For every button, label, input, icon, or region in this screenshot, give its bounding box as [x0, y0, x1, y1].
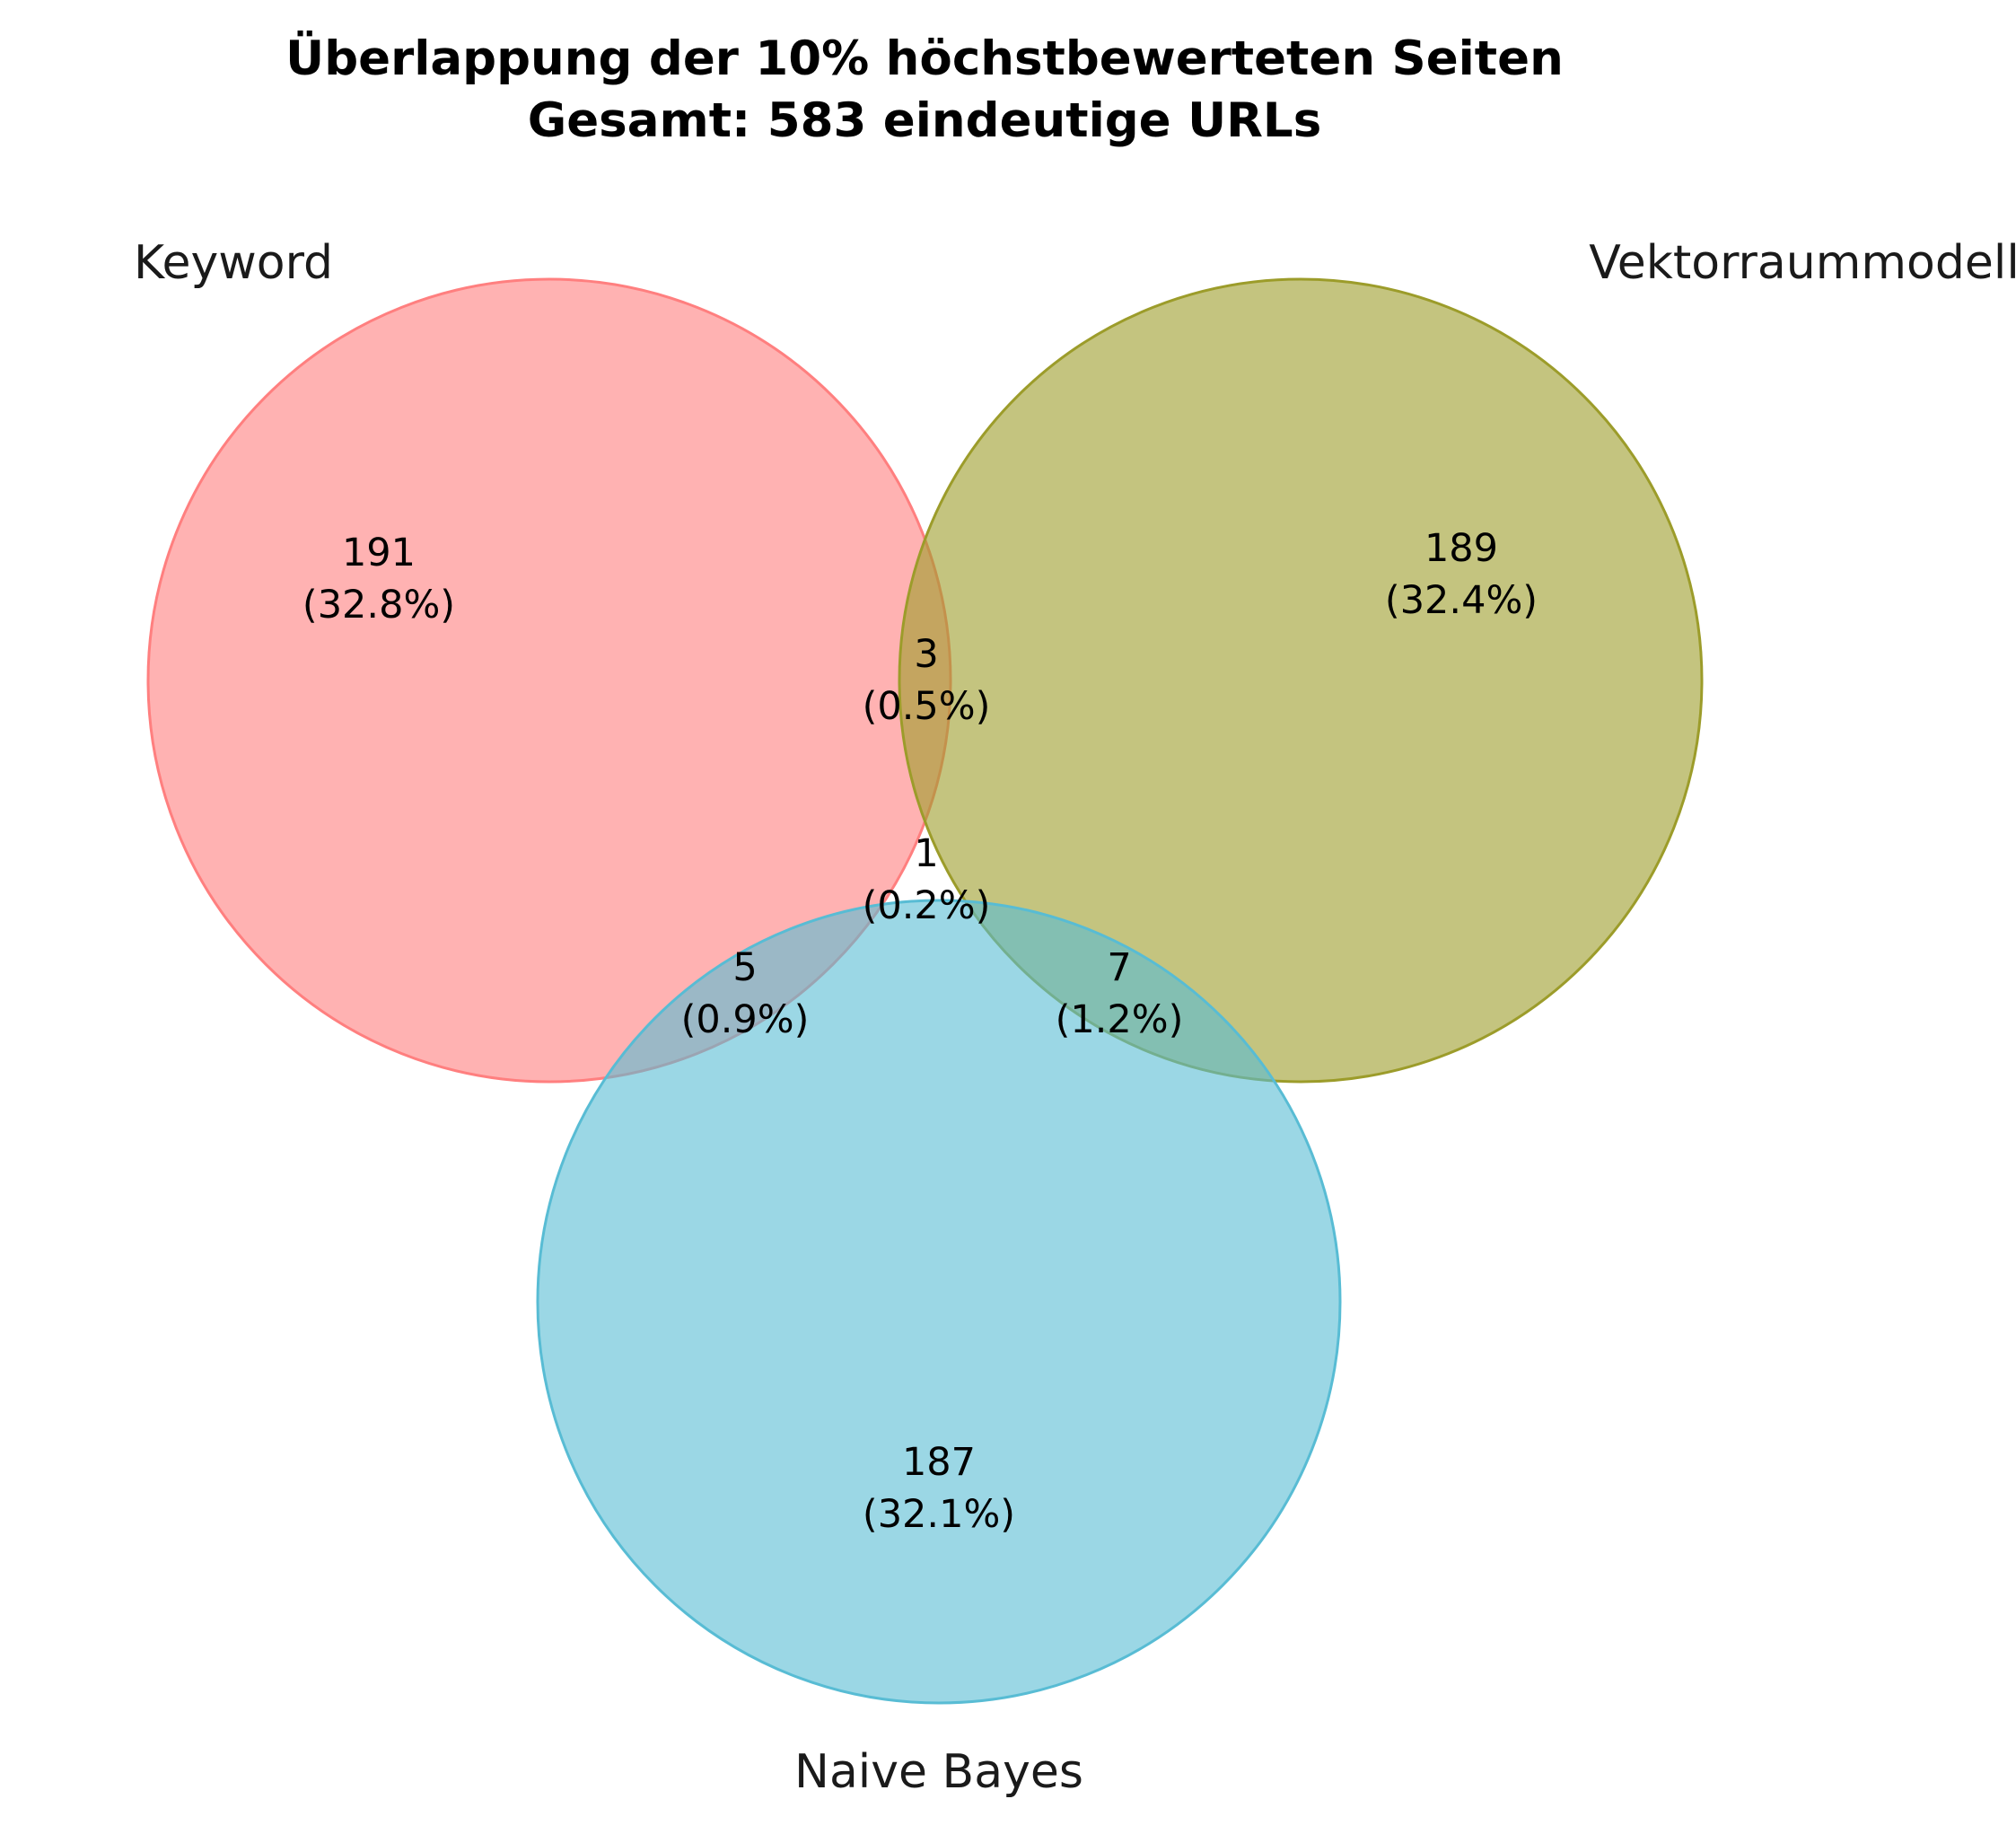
keyword-vector-percent: (0.5%): [863, 684, 991, 729]
vector-bayes-count: 7: [1107, 945, 1131, 990]
all-three-percent: (0.2%): [863, 883, 991, 928]
keyword-bayes-count: 5: [732, 945, 757, 990]
bayes-only-percent: (32.1%): [863, 1492, 1015, 1537]
bayes-only-count: 187: [902, 1440, 976, 1485]
chart-title-line2: Gesamt: 583 eindeutige URLs: [528, 93, 1322, 148]
vector-circle: [898, 277, 1704, 1084]
vector-set-label: Vektorraummodell: [1589, 236, 2016, 290]
vector-bayes-percent: (1.2%): [1056, 997, 1184, 1042]
keyword-only-count: 191: [342, 531, 416, 575]
keyword-vector-count: 3: [914, 632, 938, 677]
bayes-circle: [536, 899, 1342, 1705]
keyword-set-label: Keyword: [134, 236, 333, 290]
chart-title-line1: Überlappung der 10% höchstbewerteten Sei…: [285, 30, 1564, 86]
vector-only-count: 189: [1424, 526, 1498, 571]
vector-only-percent: (32.4%): [1385, 578, 1538, 623]
keyword-bayes-percent: (0.9%): [681, 997, 810, 1042]
bayes-set-label: Naive Bayes: [794, 1745, 1083, 1799]
all-three-count: 1: [914, 831, 938, 876]
keyword-only-percent: (32.8%): [302, 583, 455, 627]
